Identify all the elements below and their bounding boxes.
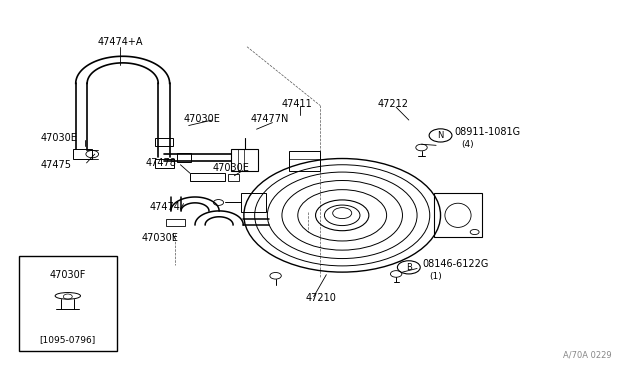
Bar <box>72 149 92 158</box>
Text: 08146-6122G: 08146-6122G <box>423 259 489 269</box>
Text: A/70A 0229: A/70A 0229 <box>563 350 612 359</box>
Text: 47474: 47474 <box>150 202 181 212</box>
Bar <box>231 149 258 171</box>
Bar <box>155 158 174 168</box>
Text: (4): (4) <box>461 140 474 149</box>
Bar <box>241 193 266 212</box>
Text: B: B <box>406 263 412 272</box>
Text: N: N <box>437 131 444 140</box>
Bar <box>155 138 173 146</box>
Text: 47030E: 47030E <box>141 233 178 243</box>
Text: 47411: 47411 <box>282 99 313 109</box>
Bar <box>228 174 239 180</box>
Text: [1095-0796]: [1095-0796] <box>40 335 96 344</box>
Text: (1): (1) <box>429 272 442 281</box>
Text: 47212: 47212 <box>377 99 408 109</box>
Text: 47030E: 47030E <box>212 163 249 173</box>
Text: 47478: 47478 <box>145 158 177 168</box>
Bar <box>289 151 321 171</box>
Bar <box>190 173 225 181</box>
Text: 47030E: 47030E <box>41 134 77 143</box>
Text: 47475: 47475 <box>41 160 72 170</box>
Text: 08911-1081G: 08911-1081G <box>454 127 520 137</box>
Text: 47030E: 47030E <box>184 114 220 124</box>
Text: 47030F: 47030F <box>50 270 86 280</box>
Bar <box>166 219 185 226</box>
Bar <box>19 256 117 351</box>
Bar <box>434 193 482 237</box>
Text: 47474+A: 47474+A <box>97 37 143 47</box>
Text: 47477N: 47477N <box>250 114 289 124</box>
Bar <box>177 153 191 162</box>
Text: 47210: 47210 <box>306 293 337 303</box>
